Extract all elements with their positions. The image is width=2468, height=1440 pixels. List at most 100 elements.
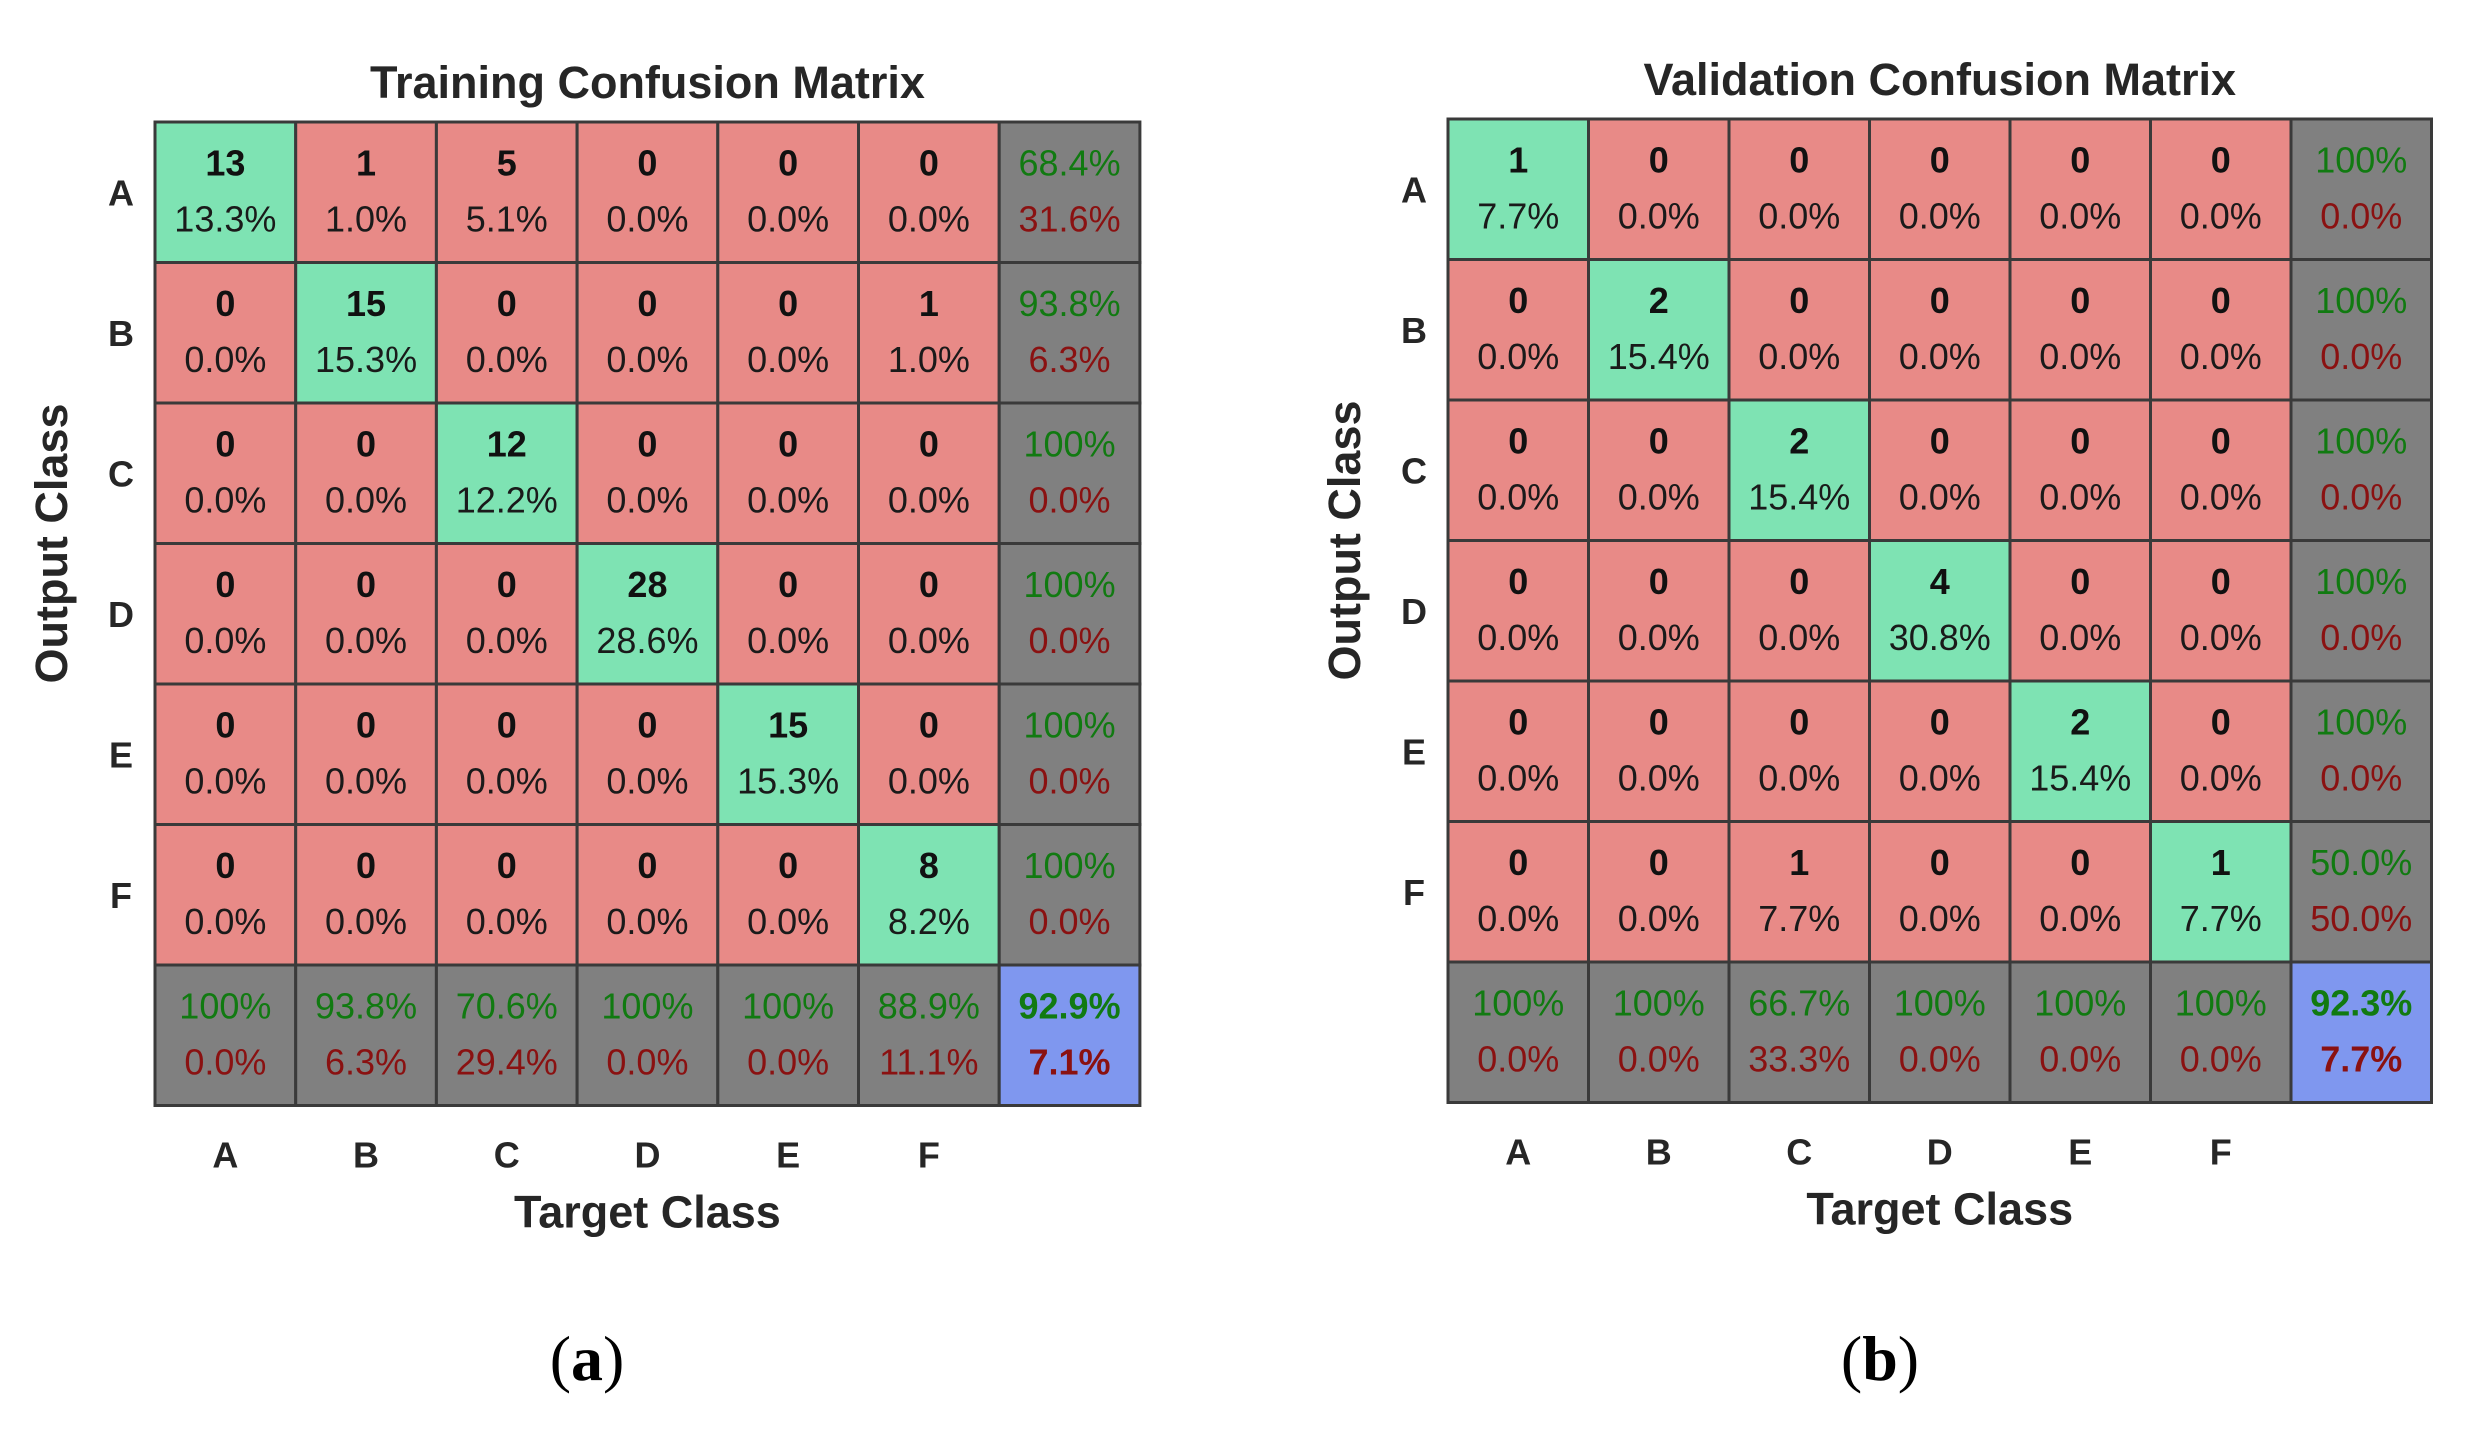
row-error: 31.6% bbox=[1019, 199, 1121, 240]
column-error: 0.0% bbox=[2039, 1039, 2121, 1080]
row-precision: 68.4% bbox=[1019, 142, 1121, 183]
cell-count: 0 bbox=[215, 704, 235, 745]
cell-percent: 0.0% bbox=[606, 339, 688, 380]
cell-percent: 0.0% bbox=[2039, 336, 2121, 377]
row-precision: 100% bbox=[2315, 280, 2407, 321]
incorrect-cell bbox=[1446, 679, 1590, 823]
row-summary-cell bbox=[2289, 820, 2433, 964]
cell-percent: 0.0% bbox=[606, 901, 688, 942]
column-summary-cell bbox=[857, 963, 1001, 1107]
cell-count: 0 bbox=[1508, 842, 1528, 883]
incorrect-cell bbox=[1727, 539, 1871, 683]
cell-percent: 0.0% bbox=[325, 480, 407, 521]
incorrect-cell bbox=[1868, 820, 2012, 964]
incorrect-cell bbox=[1868, 679, 2012, 823]
column-recall: 100% bbox=[179, 985, 271, 1026]
cell-count: 0 bbox=[1930, 139, 1950, 180]
row-summary-cell bbox=[2289, 679, 2433, 823]
cell-percent: 0.0% bbox=[2180, 196, 2262, 237]
cell-percent: 0.0% bbox=[1899, 336, 1981, 377]
cell-count: 0 bbox=[497, 845, 517, 886]
column-error: 33.3% bbox=[1748, 1039, 1850, 1080]
cell-percent: 0.0% bbox=[466, 620, 548, 661]
row-precision: 100% bbox=[1024, 704, 1116, 745]
cell-count: 0 bbox=[1508, 420, 1528, 461]
x-tick-label: F bbox=[918, 1135, 940, 1176]
row-precision: 100% bbox=[2315, 561, 2407, 602]
cell-percent: 0.0% bbox=[747, 199, 829, 240]
column-summary-cell bbox=[1727, 960, 1871, 1104]
row-precision: 100% bbox=[1024, 564, 1116, 605]
incorrect-cell bbox=[575, 823, 720, 967]
row-error: 0.0% bbox=[2320, 336, 2402, 377]
cell-count: 1 bbox=[1789, 842, 1809, 883]
row-precision: 93.8% bbox=[1019, 283, 1121, 324]
chart-title: Validation Confusion Matrix bbox=[1643, 54, 2236, 105]
cell-count: 0 bbox=[215, 845, 235, 886]
row-summary-cell bbox=[2289, 117, 2433, 261]
y-axis-label: Output Class bbox=[1319, 400, 1370, 680]
cell-count: 2 bbox=[1649, 280, 1669, 321]
cell-count: 0 bbox=[1508, 561, 1528, 602]
column-recall: 70.6% bbox=[456, 985, 558, 1026]
cell-count: 0 bbox=[497, 283, 517, 324]
caption-letter: b bbox=[1862, 1323, 1898, 1394]
cell-percent: 0.0% bbox=[466, 901, 548, 942]
incorrect-cell bbox=[857, 401, 1001, 545]
incorrect-cell bbox=[1587, 539, 1731, 683]
panel-caption: (a) bbox=[550, 1323, 625, 1394]
cell-count: 0 bbox=[1508, 280, 1528, 321]
row-precision: 100% bbox=[1024, 845, 1116, 886]
column-recall: 100% bbox=[1613, 982, 1705, 1023]
y-tick-label: B bbox=[1401, 310, 1427, 351]
cell-count: 1 bbox=[2211, 842, 2231, 883]
cell-percent: 0.0% bbox=[888, 620, 970, 661]
cell-percent: 0.0% bbox=[1899, 898, 1981, 939]
cell-count: 0 bbox=[215, 283, 235, 324]
column-recall: 100% bbox=[601, 985, 693, 1026]
y-axis-label: Output Class bbox=[26, 403, 77, 683]
cell-percent: 0.0% bbox=[1758, 758, 1840, 799]
cell-percent: 0.0% bbox=[325, 901, 407, 942]
cell-percent: 0.0% bbox=[747, 620, 829, 661]
incorrect-cell bbox=[1727, 258, 1871, 402]
y-tick-label: A bbox=[108, 172, 134, 213]
cell-count: 0 bbox=[637, 845, 657, 886]
cell-percent: 0.0% bbox=[606, 480, 688, 521]
x-axis-label: Target Class bbox=[514, 1187, 781, 1238]
cell-percent: 0.0% bbox=[1477, 336, 1559, 377]
cell-count: 0 bbox=[2070, 420, 2090, 461]
cell-percent: 1.0% bbox=[888, 339, 970, 380]
correct-cell bbox=[1446, 117, 1590, 261]
cell-percent: 0.0% bbox=[184, 761, 266, 802]
cell-percent: 0.0% bbox=[1758, 336, 1840, 377]
incorrect-cell bbox=[2149, 679, 2293, 823]
column-error: 0.0% bbox=[1899, 1039, 1981, 1080]
incorrect-cell bbox=[153, 542, 298, 686]
cell-percent: 0.0% bbox=[1899, 477, 1981, 518]
cell-percent: 0.0% bbox=[2039, 898, 2121, 939]
y-tick-label: A bbox=[1401, 169, 1427, 210]
cell-count: 2 bbox=[1789, 420, 1809, 461]
cell-count: 13 bbox=[205, 142, 245, 183]
cell-percent: 0.0% bbox=[325, 620, 407, 661]
x-tick-label: F bbox=[2210, 1132, 2232, 1173]
cell-percent: 0.0% bbox=[1477, 758, 1559, 799]
column-recall: 100% bbox=[2034, 982, 2126, 1023]
cell-count: 8 bbox=[919, 845, 939, 886]
cell-count: 0 bbox=[778, 283, 798, 324]
cell-count: 0 bbox=[2211, 420, 2231, 461]
incorrect-cell bbox=[294, 542, 438, 686]
cell-count: 0 bbox=[637, 704, 657, 745]
cell-count: 0 bbox=[778, 423, 798, 464]
column-summary-cell bbox=[2008, 960, 2152, 1104]
matrix-panel-b: Validation Confusion Matrix 1 7.7% 0 0.0% 0 0.… bbox=[1319, 54, 2433, 1394]
cell-percent: 0.0% bbox=[747, 901, 829, 942]
caption-open: ( bbox=[1841, 1323, 1862, 1394]
cell-count: 4 bbox=[1930, 561, 1950, 602]
cell-count: 0 bbox=[2211, 561, 2231, 602]
cell-percent: 0.0% bbox=[1618, 617, 1700, 658]
overall-accuracy: 92.9% bbox=[1019, 985, 1121, 1026]
panel-caption: (b) bbox=[1841, 1323, 1919, 1394]
cell-percent: 0.0% bbox=[1758, 196, 1840, 237]
